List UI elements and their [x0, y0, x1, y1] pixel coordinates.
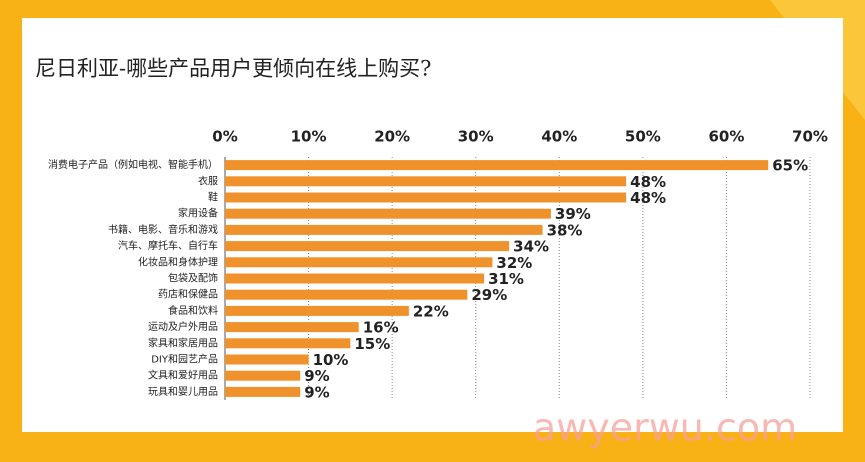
x-tick-label: 40%	[541, 128, 577, 146]
x-tick-label: 20%	[374, 128, 410, 146]
bar	[225, 305, 409, 316]
bar	[225, 160, 769, 171]
value-label: 9%	[304, 383, 329, 401]
y-tick-label: 运动及户外用品	[148, 320, 218, 333]
y-tick-label: 食品和饮料	[168, 304, 218, 317]
y-tick-label: 鞋	[208, 191, 218, 204]
bar	[225, 289, 468, 300]
x-tick-label: 50%	[625, 128, 661, 146]
y-tick-label: 书籍、电影、音乐和游戏	[108, 223, 218, 236]
value-label: 39%	[555, 205, 591, 223]
value-label: 38%	[547, 221, 583, 239]
value-label: 29%	[471, 286, 507, 304]
y-tick-label: 消费电子产品（例如电视、智能手机）	[48, 158, 218, 171]
bar	[225, 176, 627, 187]
value-label: 48%	[630, 173, 666, 191]
y-tick-label: 衣服	[198, 174, 218, 187]
value-label: 34%	[513, 238, 549, 256]
y-tick-label: 家用设备	[178, 207, 218, 220]
bar	[225, 370, 301, 381]
watermark: awyerwu.com	[533, 406, 797, 450]
value-label: 10%	[313, 351, 349, 369]
bar	[225, 273, 485, 284]
value-label: 48%	[630, 189, 666, 207]
bar	[225, 338, 351, 349]
y-tick-label: 汽车、摩托车、自行车	[118, 239, 218, 252]
value-label: 65%	[772, 157, 808, 175]
y-tick-label: 包袋及配饰	[168, 272, 218, 285]
y-tick-label: 玩具和婴儿用品	[148, 386, 218, 398]
y-tick-label: 药店和保健品	[158, 288, 218, 301]
value-label: 32%	[496, 254, 532, 272]
x-tick-label: 70%	[792, 128, 828, 146]
bar	[225, 386, 301, 397]
bar	[225, 257, 493, 268]
chart-title: 尼日利亚-哪些产品用户更倾向在线上购买?	[35, 57, 431, 81]
value-label: 22%	[413, 302, 449, 320]
x-tick-label: 30%	[458, 128, 494, 146]
x-tick-label: 0%	[212, 128, 237, 146]
value-label: 16%	[363, 319, 399, 337]
bar	[225, 354, 309, 365]
bar	[225, 241, 510, 252]
y-tick-label: 文具和爱好用品	[148, 369, 218, 382]
y-tick-label: DIY和园艺产品	[151, 353, 218, 366]
bar	[225, 208, 551, 219]
y-tick-label: 化妆品和身体护理	[138, 255, 218, 268]
bar	[225, 192, 627, 203]
value-label: 9%	[304, 367, 329, 385]
x-tick-label: 10%	[291, 128, 327, 146]
value-label: 31%	[488, 270, 524, 288]
bar	[225, 322, 359, 333]
y-tick-label: 家具和家居用品	[148, 336, 218, 349]
x-tick-label: 60%	[708, 128, 744, 146]
value-label: 15%	[354, 335, 390, 353]
bar	[225, 224, 543, 235]
